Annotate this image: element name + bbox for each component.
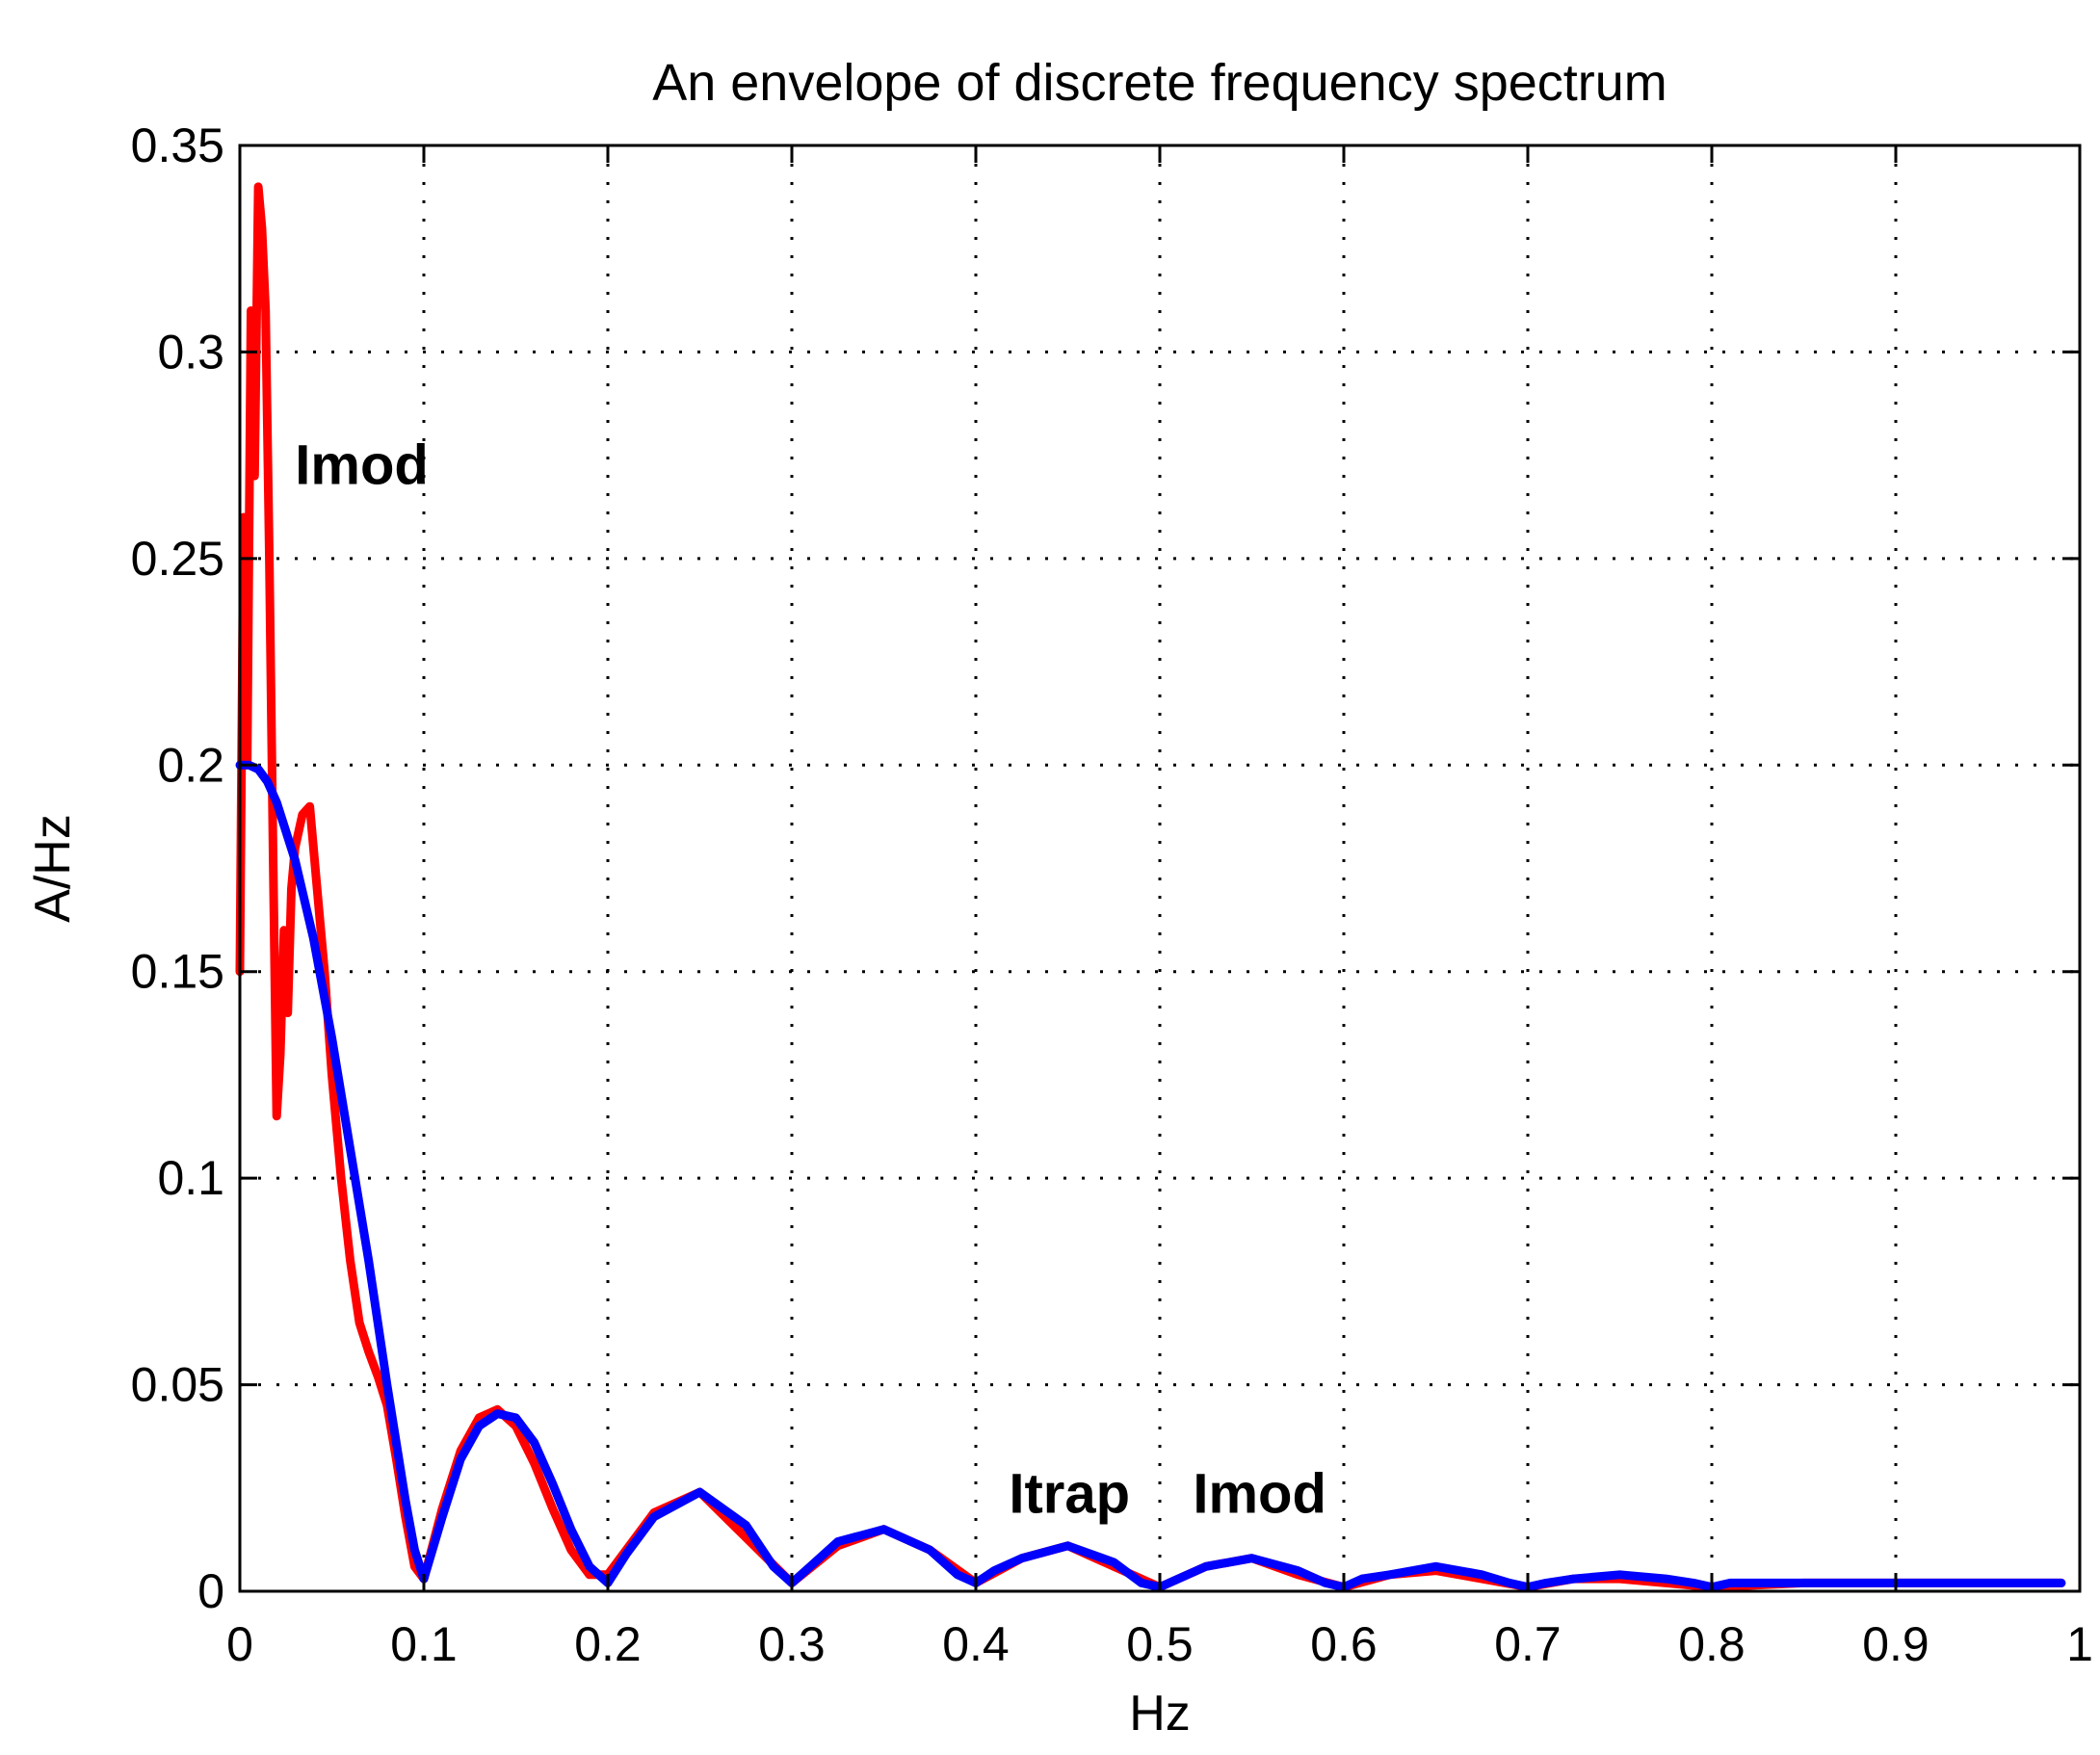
- chart-title: An envelope of discrete frequency spectr…: [652, 54, 1667, 112]
- x-tick-label: 0: [226, 1617, 253, 1671]
- annotation-label: Imod: [295, 434, 429, 497]
- x-tick-label: 0.1: [390, 1617, 458, 1671]
- y-tick-label: 0.3: [157, 325, 224, 379]
- x-tick-label: 1: [2066, 1617, 2093, 1671]
- y-axis-title: A/Hz: [25, 814, 81, 923]
- y-tick-labels: 0 0.05 0.1 0.15 0.2 0.25 0.3 0.35: [131, 118, 224, 1618]
- x-tick-label: 0.2: [574, 1617, 642, 1671]
- x-tick-label: 0.3: [758, 1617, 826, 1671]
- x-tick-label: 0.8: [1678, 1617, 1746, 1671]
- series-line-1: [235, 182, 2066, 1592]
- y-tick-label: 0.1: [157, 1151, 224, 1205]
- tick-marks: [238, 144, 2082, 1593]
- annotation-label: Imod: [1193, 1463, 1326, 1526]
- y-tick-label: 0.05: [131, 1358, 224, 1412]
- annotation-label: Itrap: [1009, 1463, 1130, 1526]
- x-tick-label: 0.6: [1310, 1617, 1378, 1671]
- y-tick-label: 0.15: [131, 945, 224, 999]
- x-tick-labels: 0 0.1 0.2 0.3 0.4 0.5 0.6 0.7 0.8 0.9 1: [226, 1617, 2093, 1671]
- x-tick-label: 0.5: [1126, 1617, 1194, 1671]
- y-tick-label: 0.25: [131, 532, 224, 586]
- series-line-2: [235, 760, 2066, 1592]
- series-layer: [235, 182, 2066, 1592]
- x-tick-label: 0.9: [1862, 1617, 1929, 1671]
- annotations: Imod Itrap Imod: [295, 434, 1326, 1526]
- y-tick-label: 0: [197, 1564, 224, 1618]
- x-tick-label: 0.7: [1494, 1617, 1562, 1671]
- grid-lines: [240, 145, 2080, 1591]
- y-tick-label: 0.35: [131, 118, 224, 172]
- x-tick-label: 0.4: [942, 1617, 1010, 1671]
- y-tick-label: 0.2: [157, 738, 224, 792]
- x-axis-title: Hz: [1129, 1686, 1191, 1742]
